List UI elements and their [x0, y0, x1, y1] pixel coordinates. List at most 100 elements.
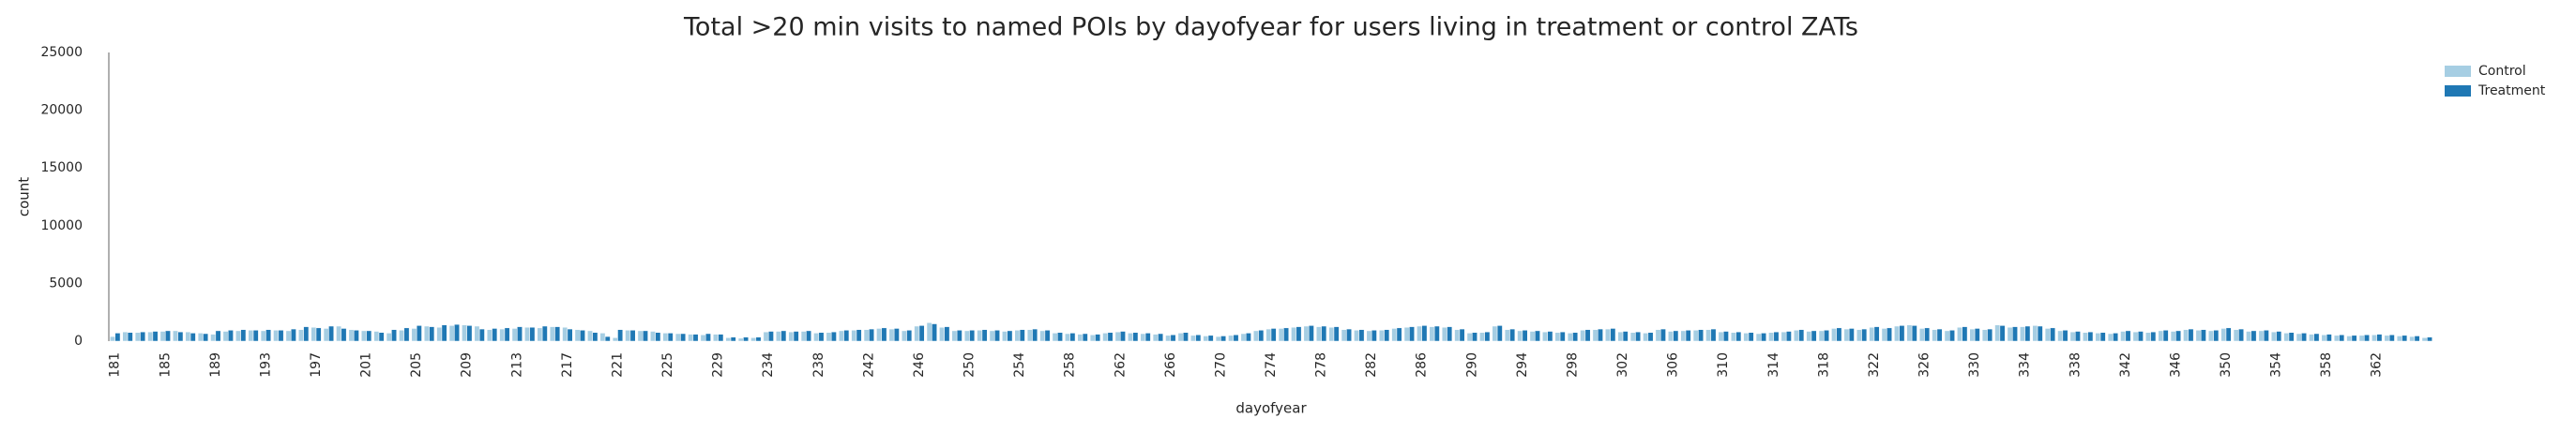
bar [189, 333, 196, 342]
x-tick-label: 254 [1012, 352, 1027, 378]
x-tick-label: 314 [1766, 352, 1781, 378]
bar [549, 326, 555, 342]
bar [1798, 329, 1805, 342]
bar [1132, 332, 1139, 342]
bar [1265, 328, 1272, 342]
bar [1735, 331, 1742, 342]
bar [2075, 331, 2081, 342]
bar [1354, 330, 1360, 342]
bar [567, 328, 573, 342]
bar [1974, 328, 1980, 342]
bar [1233, 334, 1239, 342]
bar [2246, 331, 2252, 342]
x-tick-label: 338 [2068, 352, 2083, 378]
x-tick-label: 286 [1415, 352, 1430, 378]
bar [462, 324, 467, 342]
bar [466, 325, 473, 342]
bar [869, 328, 874, 342]
x-tick-label: 358 [2319, 352, 2334, 378]
bar [1768, 332, 1775, 342]
bar [1824, 330, 1829, 342]
bar [227, 330, 234, 342]
bar [1358, 329, 1365, 342]
bar [906, 330, 913, 342]
x-tick-label: 346 [2168, 352, 2183, 378]
bar [285, 330, 292, 342]
bar [1906, 324, 1913, 342]
bar [2044, 328, 2051, 342]
bar [1366, 330, 1372, 342]
bar [2258, 330, 2265, 342]
bar [2012, 326, 2018, 342]
bar [1629, 332, 1636, 342]
bar [1529, 331, 1536, 342]
bar [2195, 330, 2202, 342]
bar [1962, 326, 1968, 342]
bar [881, 327, 887, 342]
bar [1673, 330, 1679, 342]
x-tick-label: 205 [409, 352, 424, 378]
bar [1333, 326, 1340, 342]
bar [580, 330, 585, 342]
x-tick-label: 181 [108, 352, 123, 378]
bar [1755, 333, 1762, 342]
bar [1315, 326, 1322, 342]
bar [981, 329, 988, 342]
x-tick-label: 217 [560, 352, 575, 378]
bar [851, 330, 857, 342]
bar [448, 325, 455, 342]
legend-label: Control [2478, 64, 2526, 79]
bar [1659, 328, 1666, 342]
bar [1848, 328, 1855, 342]
bar [378, 332, 385, 342]
bar [1861, 328, 1868, 342]
bar [956, 330, 962, 342]
bar [360, 330, 367, 342]
bar [1002, 331, 1008, 342]
x-tick-label: 354 [2269, 352, 2284, 378]
bar [2113, 333, 2119, 342]
bar [110, 336, 115, 342]
bar [2376, 334, 2383, 342]
bar [1346, 328, 1352, 342]
y-tick-label: 10000 [40, 218, 83, 233]
bar [1077, 334, 1083, 342]
bar [159, 331, 166, 342]
bar [1692, 330, 1699, 342]
bar [1911, 325, 1917, 342]
bar [1710, 328, 1717, 342]
bar [1887, 327, 1892, 342]
bar [341, 328, 347, 342]
y-tick-label: 15000 [40, 160, 83, 175]
y-tick-label: 20000 [40, 103, 83, 118]
bar [1722, 331, 1729, 342]
bar [529, 326, 536, 342]
x-tick-label: 266 [1163, 352, 1178, 378]
bar [260, 330, 266, 342]
bar [1622, 331, 1629, 342]
bar [1065, 333, 1070, 342]
x-tick-label: 350 [2219, 352, 2234, 378]
bar [692, 334, 699, 342]
bar [674, 333, 681, 342]
bar [826, 332, 832, 342]
bar [2132, 331, 2139, 342]
bar [604, 336, 611, 342]
x-tick-label: 302 [1615, 352, 1630, 378]
x-tick-label: 234 [761, 352, 776, 378]
x-tick-label: 225 [660, 352, 675, 378]
bar [541, 325, 548, 342]
bar [713, 334, 719, 342]
bar [1341, 329, 1347, 342]
bar [592, 332, 599, 342]
bar [932, 323, 937, 342]
bar [2283, 333, 2290, 342]
x-tick-label: 209 [460, 352, 475, 378]
bar [918, 325, 925, 342]
x-tick-label: 362 [2370, 352, 2385, 378]
bar [856, 329, 862, 342]
bar [914, 325, 920, 342]
bar [303, 326, 310, 342]
bar [134, 332, 141, 342]
bar [1479, 332, 1485, 342]
